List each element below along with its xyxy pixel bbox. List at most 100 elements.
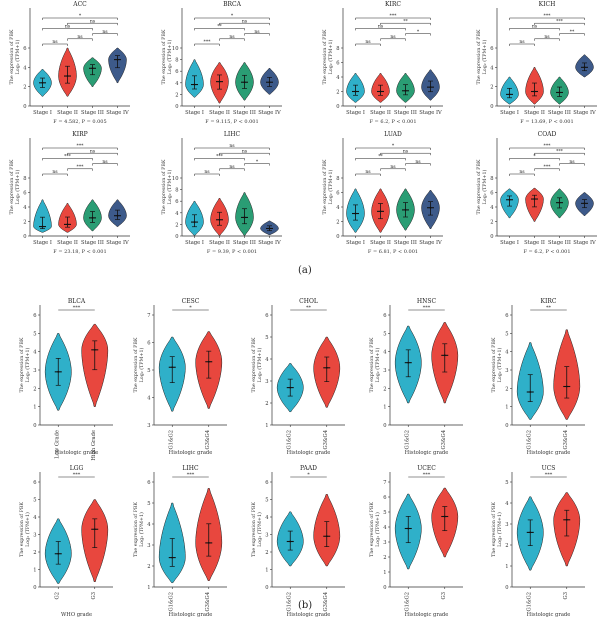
chart-panel-6: LIHC 0 2 4 6 8 10 The expression of PBK Log₂ (TP…: [161, 131, 282, 255]
sig-label: ns: [77, 35, 83, 40]
y-tick-label: 5: [147, 501, 150, 507]
x-tick-label: Stage II: [370, 240, 391, 246]
y-axis-label-units: Log₂ (TPM+1): [166, 170, 173, 205]
y-tick-label: 0: [23, 234, 26, 240]
sig-label: **: [403, 18, 408, 24]
y-tick-label: 0: [383, 423, 386, 429]
sig-label: ns: [403, 149, 409, 154]
x-tick-label: G1&G2: [286, 430, 292, 450]
y-axis-label: The expression of PBK: [491, 337, 497, 392]
sig-bracket: [380, 38, 406, 41]
x-tick-label: Stage II: [524, 110, 545, 116]
stat-text: F = 6.81, P < 0.001: [368, 249, 418, 255]
chart-title: BLCA: [68, 298, 86, 305]
violin-median-dot: [207, 360, 210, 363]
sig-label: ***: [544, 164, 552, 170]
y-tick-label: 0: [505, 423, 508, 429]
chart-title: CESC: [182, 298, 200, 305]
y-tick-label: 2: [336, 90, 339, 96]
sig-label: ns: [229, 165, 235, 170]
y-tick-label: 0: [490, 234, 493, 240]
violin-median-dot: [171, 556, 174, 559]
x-tick-label: Stage IV: [106, 240, 129, 246]
chart-panel-15: LIHC 1 2 3 4 5 6 The expression of PBK Log₂ (TPM…: [133, 465, 227, 617]
chart-title: LIHC: [224, 131, 241, 138]
y-tick-label: 3: [147, 423, 150, 429]
sig-bracket: [355, 173, 381, 176]
sig-label: ns: [52, 170, 58, 175]
x-tick-label: G3&G4: [563, 429, 569, 449]
y-tick-label: 0: [175, 104, 178, 110]
y-tick-label: 5: [383, 331, 386, 337]
y-axis-label: The expression of PBK: [476, 29, 482, 84]
y-tick-label: 6: [23, 191, 26, 197]
y-tick-label: 6: [336, 191, 339, 197]
y-axis-label: The expression of PBK: [9, 159, 15, 214]
sig-bracket: [219, 22, 270, 26]
sig-label: ns: [229, 35, 235, 40]
x-tick-label: Stage I: [346, 110, 365, 116]
sig-bracket: [194, 173, 220, 176]
violin-median-dot: [407, 527, 410, 530]
y-tick-label: 8: [490, 176, 493, 182]
violin-median-dot: [429, 206, 432, 209]
sig-label: ns: [204, 170, 210, 175]
sig-bracket: [42, 147, 118, 150]
sig-bracket: [509, 173, 535, 176]
chart-panel-2: BRCA 0 2 4 6 8 10 The expression of PBK Log₂ (TP…: [161, 1, 282, 125]
x-tick-label: Stage II: [370, 110, 391, 116]
sig-label: ns: [242, 149, 248, 154]
x-axis-label: Histologic grade: [169, 450, 213, 456]
sig-bracket: [355, 147, 431, 150]
y-tick-label: 0: [33, 585, 36, 591]
y-tick-label: 7: [147, 313, 150, 319]
x-axis-label: Histologic grade: [169, 612, 213, 617]
y-tick-label: 8: [175, 188, 178, 194]
sig-label: **: [217, 24, 222, 30]
x-tick-label: Stage I: [185, 240, 204, 246]
sig-bracket: [534, 152, 585, 156]
sig-bracket: [219, 38, 245, 41]
y-tick-label: 4: [23, 65, 27, 71]
chart-panel-11: CHOL 1 2 3 4 5 6 The expression of PBK Log₂ (TPM…: [251, 298, 345, 456]
y-tick-label: 4: [383, 525, 387, 531]
x-axis-label: Histologic grade: [287, 612, 331, 617]
x-axis-label: Histologic grade: [287, 450, 331, 456]
x-tick-label: Stage I: [185, 110, 204, 116]
violin-median-dot: [379, 210, 382, 213]
violin-median-dot: [429, 86, 432, 89]
y-tick-label: 8: [336, 46, 339, 52]
stat-text: F = 4.582, P = 0.005: [53, 119, 106, 125]
y-tick-label: 1: [383, 570, 386, 576]
y-tick-label: 10: [172, 46, 179, 52]
sig-label: ns: [52, 40, 58, 45]
y-tick-label: 2: [33, 386, 36, 392]
violin-median-dot: [116, 214, 119, 217]
y-tick-label: 0: [33, 423, 36, 429]
y-tick-label: 3: [383, 540, 386, 546]
sig-bracket: [67, 168, 93, 171]
x-tick-label: Low Grade: [54, 430, 60, 459]
y-tick-label: 3: [33, 368, 36, 374]
sig-bracket: [42, 173, 68, 176]
sig-label: ***: [423, 472, 431, 478]
y-tick-label: 4: [175, 211, 179, 217]
y-axis-label: The expression of PBK: [322, 29, 328, 84]
y-axis-label: The expression of PBK: [19, 337, 25, 392]
violin-median-dot: [218, 80, 221, 83]
stat-text: F = 6.2, P < 0.001: [369, 119, 416, 125]
violin-median-dot: [57, 552, 60, 555]
y-axis-label-units: Log₂ (TPM+1): [138, 348, 145, 383]
x-tick-label: Stage I: [500, 110, 519, 116]
sig-label: ns: [544, 35, 550, 40]
y-tick-label: 5: [33, 331, 36, 337]
y-tick-label: 2: [336, 220, 339, 226]
y-tick-label: 1: [33, 405, 36, 411]
y-axis-label-units: Log₂ (TPM+1): [327, 170, 334, 205]
sig-label: ***: [204, 39, 212, 45]
violin-median-dot: [193, 221, 196, 223]
sig-label: *: [231, 13, 234, 19]
chart-title: KIRP: [72, 131, 87, 138]
y-tick-label: 3: [383, 368, 386, 374]
y-tick-label: 3: [265, 379, 268, 385]
